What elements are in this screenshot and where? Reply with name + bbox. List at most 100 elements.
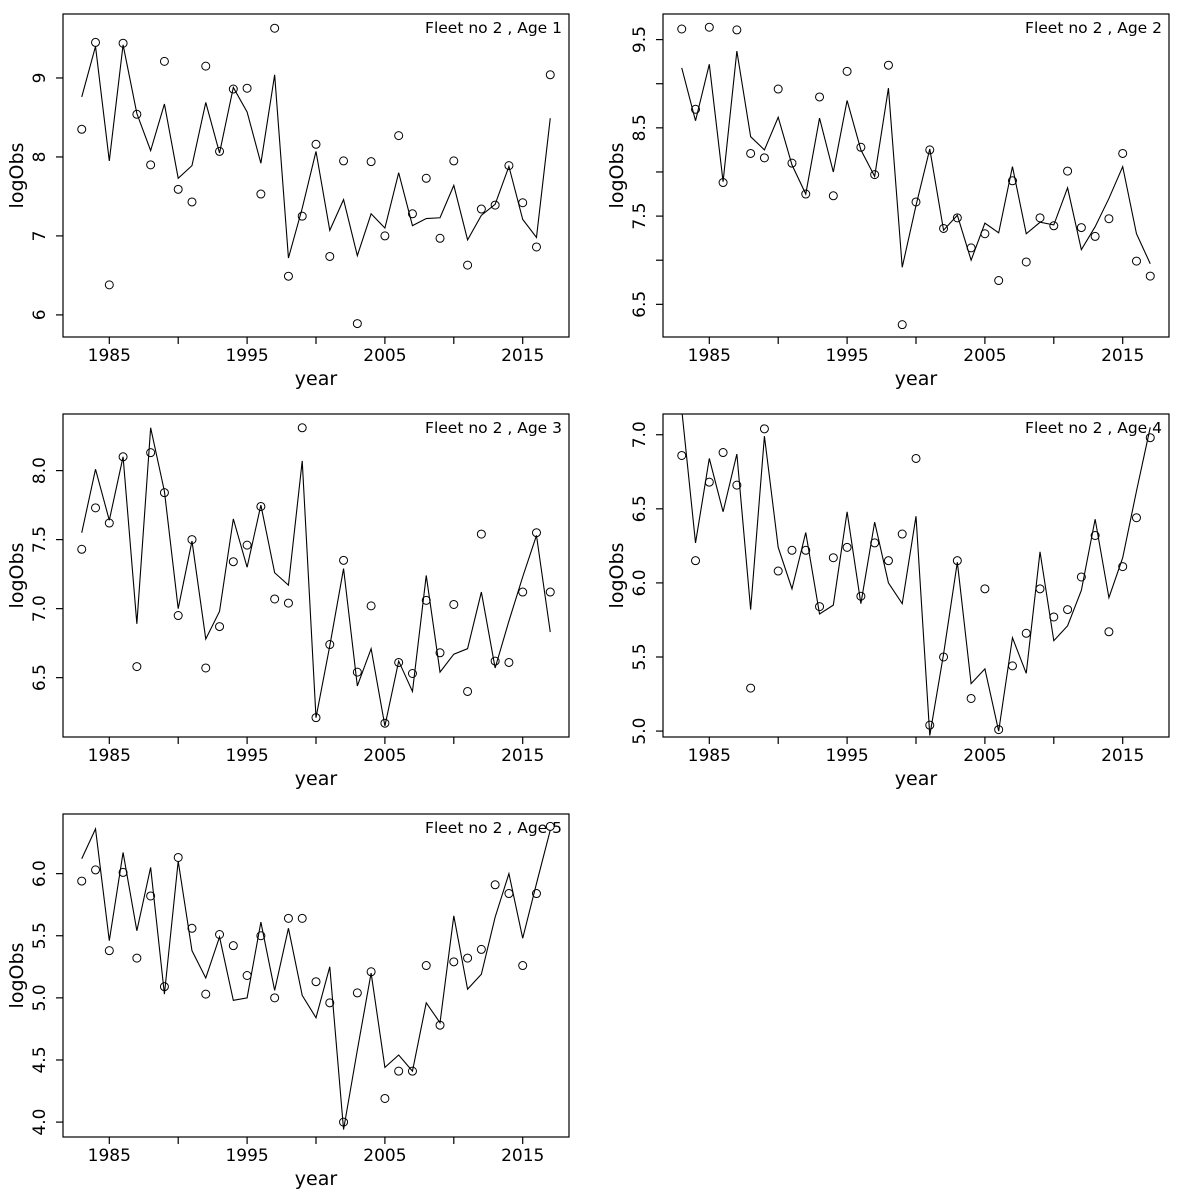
y-tick-label: 7.0 xyxy=(630,421,650,448)
panel-fleet2-age1: 1985 1995 2005 2015 year 6 7 8 9 logObs Fleet no 2… xyxy=(0,0,600,400)
observation-point xyxy=(352,667,362,677)
observation-point xyxy=(897,320,907,330)
observation-point xyxy=(677,450,687,460)
observation-point xyxy=(394,131,404,141)
observation-points xyxy=(77,23,555,329)
x-tick-label: 2005 xyxy=(963,346,1006,366)
observation-point xyxy=(518,198,528,208)
observation-point xyxy=(815,602,825,612)
observation-point xyxy=(421,961,431,971)
x-tick-label: 1985 xyxy=(88,1146,131,1166)
y-tick-label: 5.5 xyxy=(30,922,50,949)
observation-point xyxy=(228,941,238,951)
observation-point xyxy=(187,197,197,207)
fitted-line xyxy=(681,414,1151,736)
fitted-line xyxy=(81,44,551,259)
x-tick-label: 2005 xyxy=(963,746,1006,766)
observation-points xyxy=(677,22,1155,330)
observation-point xyxy=(297,211,307,221)
observation-point xyxy=(159,488,169,498)
observation-point xyxy=(490,880,500,890)
observation-point xyxy=(911,453,921,463)
y-tick-label: 7.5 xyxy=(630,203,650,230)
panel-fleet2-age5: 1985 1995 2005 2015 year 4.0 4.5 5.0 5.5 6.0 logOb… xyxy=(0,800,600,1200)
observation-point xyxy=(270,594,280,604)
observation-point xyxy=(173,184,183,194)
observation-point xyxy=(1076,223,1086,233)
y-tick-label: 7.5 xyxy=(30,526,50,553)
observation-point xyxy=(490,200,500,210)
plot-box xyxy=(62,413,570,738)
observation-point xyxy=(1118,148,1128,158)
observation-point xyxy=(691,104,701,114)
observation-point xyxy=(270,993,280,1003)
observation-point xyxy=(380,1093,390,1103)
observation-point xyxy=(1131,513,1141,523)
y-tick-label: 4.0 xyxy=(30,1109,50,1136)
observation-point xyxy=(449,599,459,609)
observation-point xyxy=(449,156,459,166)
x-tick-label: 1985 xyxy=(88,746,131,766)
observation-point xyxy=(283,598,293,608)
observation-point xyxy=(1090,531,1100,540)
observation-point xyxy=(476,204,486,214)
y-tick-label: 6 xyxy=(30,309,50,320)
observation-point xyxy=(297,913,307,923)
observation-point xyxy=(1076,572,1086,582)
observation-point xyxy=(104,280,114,290)
observation-point xyxy=(256,931,266,941)
observation-point xyxy=(531,242,541,252)
y-axis-title: logObs xyxy=(606,543,628,609)
observation-point xyxy=(518,587,528,597)
x-tick-label: 2015 xyxy=(1101,746,1144,766)
y-axis-title: logObs xyxy=(606,143,628,209)
observation-point xyxy=(883,556,893,566)
observation-point xyxy=(939,223,949,233)
y-tick-label: 6.0 xyxy=(630,569,650,596)
y-tick-label: 9.5 xyxy=(630,26,650,53)
x-tick-label: 1995 xyxy=(225,1146,268,1166)
observation-point xyxy=(132,662,142,672)
observation-point xyxy=(897,529,907,539)
observation-point xyxy=(545,587,555,597)
observation-point xyxy=(925,145,935,155)
y-tick-label: 4.5 xyxy=(30,1046,50,1073)
panel-svg: 1985 1995 2005 2015 year 6.5 7.0 7.5 8.0 logObs Fl… xyxy=(6,413,570,790)
observation-point xyxy=(311,977,321,987)
y-tick-label: 9 xyxy=(30,73,50,84)
observation-point xyxy=(132,953,142,963)
x-tick-label: 1985 xyxy=(688,346,731,366)
x-tick-label: 1985 xyxy=(688,746,731,766)
observation-point xyxy=(173,611,183,621)
observation-point xyxy=(476,529,486,539)
panel-fleet2-age4: 1985 1995 2005 2015 year 5.0 5.5 6.0 6.5 7.0 logOb… xyxy=(600,400,1200,800)
observation-point xyxy=(746,683,756,693)
x-axis-title: year xyxy=(295,768,338,790)
observation-point xyxy=(242,971,252,980)
observation-point xyxy=(132,109,142,119)
observation-point xyxy=(773,84,783,94)
observation-point xyxy=(1049,221,1059,231)
observation-point xyxy=(504,889,514,899)
observation-point xyxy=(980,584,990,594)
observation-point xyxy=(759,424,769,434)
observation-point xyxy=(828,191,838,201)
x-tick-label: 1995 xyxy=(825,346,868,366)
observation-point xyxy=(380,718,390,728)
plot-box xyxy=(62,813,570,1138)
observation-point xyxy=(407,209,417,219)
observation-point xyxy=(146,448,156,458)
panel-title: Fleet no 2 , Age 2 xyxy=(1025,19,1162,37)
observation-point xyxy=(815,92,825,102)
observation-point xyxy=(463,260,473,270)
observation-point xyxy=(215,146,225,156)
observation-point xyxy=(856,591,866,601)
observation-point xyxy=(146,891,156,901)
observation-point xyxy=(201,61,211,71)
panel-fleet2-age3: 1985 1995 2005 2015 year 6.5 7.0 7.5 8.0 logObs Fl… xyxy=(0,400,600,800)
observation-point xyxy=(435,233,445,243)
observation-point xyxy=(773,566,783,576)
observation-point xyxy=(732,480,742,490)
observation-point xyxy=(77,876,87,886)
